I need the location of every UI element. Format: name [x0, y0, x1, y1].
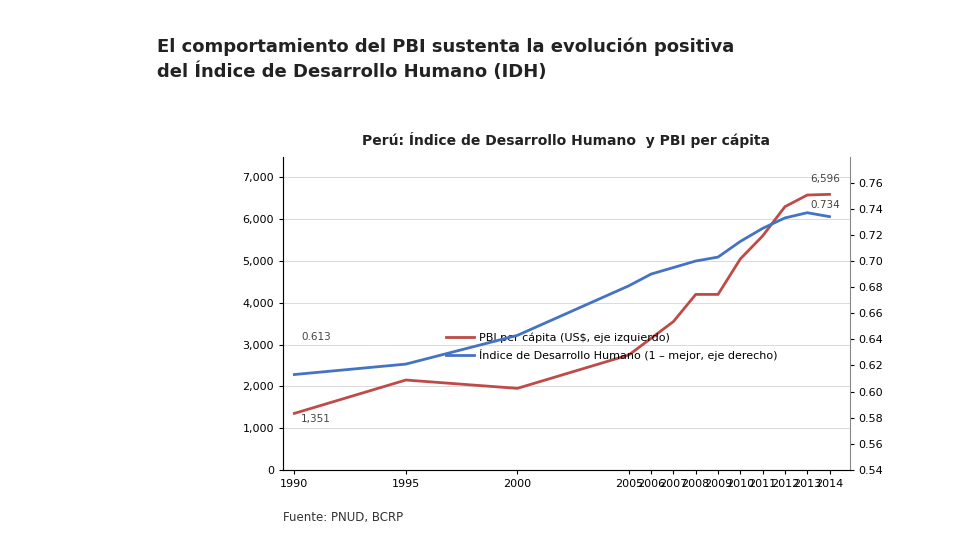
Legend: PBI per cápita (US$, eje izquierdo), Índice de Desarrollo Humano (1 – mejor, eje: PBI per cápita (US$, eje izquierdo), Índ… [442, 328, 782, 365]
Text: 0.734: 0.734 [810, 200, 840, 210]
Text: 0.613: 0.613 [301, 333, 331, 342]
Text: El comportamiento del PBI sustenta la evolución positiva
del Índice de Desarroll: El comportamiento del PBI sustenta la ev… [156, 38, 733, 81]
Text: 1,351: 1,351 [301, 414, 331, 424]
Text: Creer y Pensar
en Grande: Creer y Pensar en Grande [25, 264, 157, 308]
Text: Fuente: PNUD, BCRP: Fuente: PNUD, BCRP [283, 511, 403, 524]
Title: Perú: Índice de Desarrollo Humano  y PBI per cápita: Perú: Índice de Desarrollo Humano y PBI … [363, 132, 771, 149]
Text: 6,596: 6,596 [810, 174, 840, 184]
